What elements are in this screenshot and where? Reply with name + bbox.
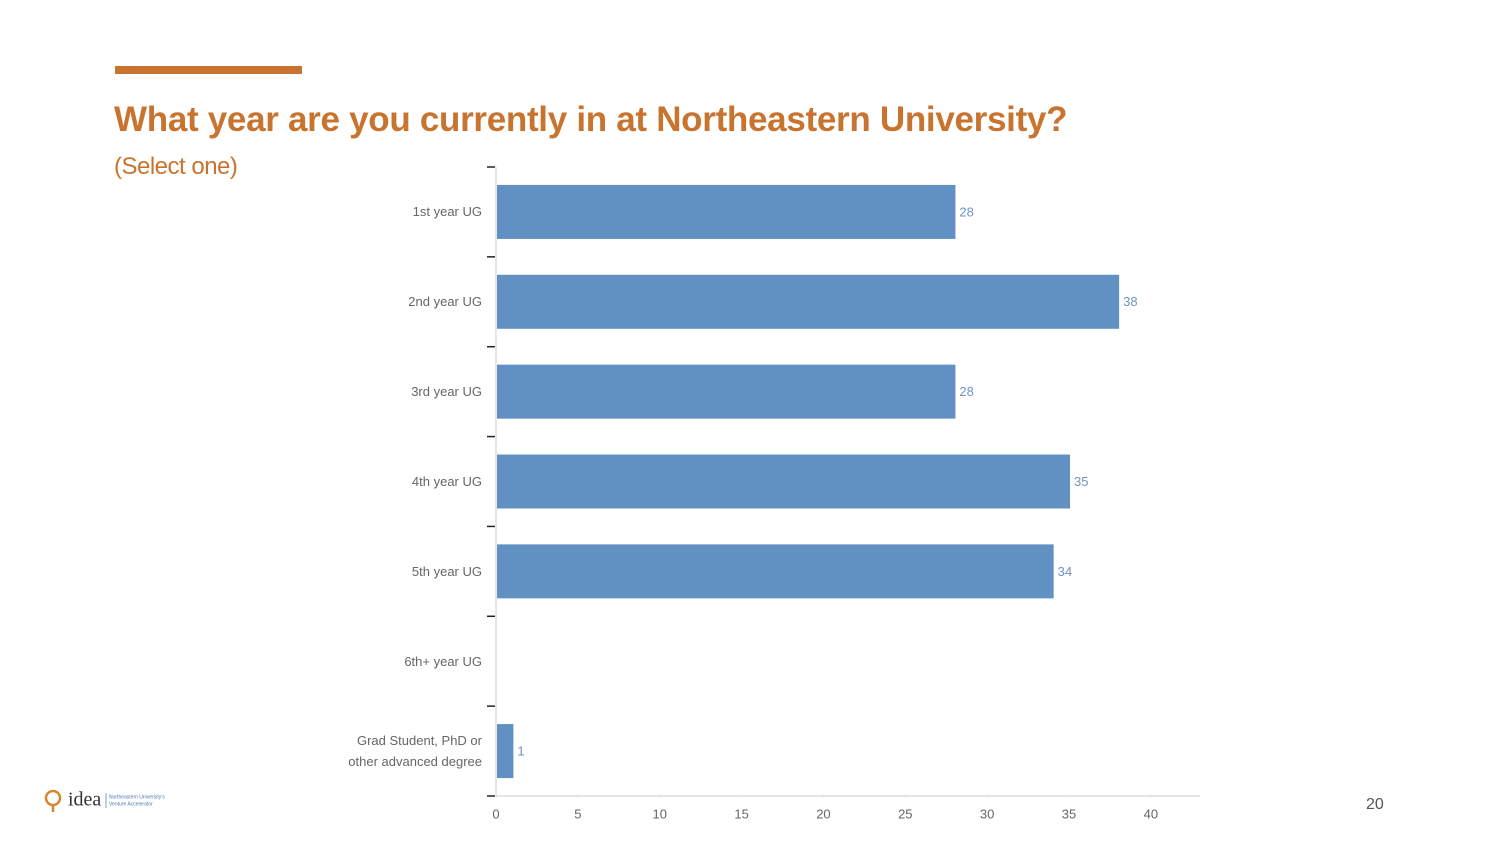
x-tick-label: 20 <box>816 806 830 821</box>
value-label: 28 <box>959 204 973 219</box>
logo-tagline: Venture Accelerator <box>109 801 153 807</box>
y-tick-label: 6th+ year UG <box>404 653 482 669</box>
accent-bar <box>115 66 302 74</box>
logo-icon <box>44 789 62 807</box>
y-tick-label: 1st year UG <box>412 204 482 220</box>
x-tick-label: 25 <box>898 806 912 821</box>
x-tick-label: 5 <box>574 806 581 821</box>
bar <box>497 364 956 419</box>
y-tick-label: 5th year UG <box>411 563 482 579</box>
y-tick-label: 3rd year UG <box>411 384 482 400</box>
bar <box>497 184 956 239</box>
value-label: 35 <box>1074 474 1088 489</box>
page-number: 20 <box>1366 796 1384 813</box>
value-label: 34 <box>1058 564 1072 579</box>
y-tick-label: Grad Student, PhD or other advanced degr… <box>348 733 482 770</box>
logo-tagline: Northeastern University's <box>109 794 165 800</box>
bar <box>497 544 1054 599</box>
slide-subtitle: (Select one) <box>114 153 238 180</box>
x-tick-label: 0 <box>492 806 499 821</box>
value-label: 38 <box>1123 294 1137 309</box>
x-tick-label: 40 <box>1144 806 1158 821</box>
value-label: 28 <box>959 384 973 399</box>
value-label: 1 <box>517 744 524 759</box>
x-tick-label: 10 <box>652 806 666 821</box>
bar <box>497 454 1071 509</box>
x-tick-label: 35 <box>1062 806 1076 821</box>
bar <box>497 274 1120 329</box>
y-tick-label: 2nd year UG <box>408 294 482 310</box>
logo-name: idea <box>68 789 101 811</box>
bar <box>497 724 514 779</box>
slide-title: What year are you currently in at Northe… <box>114 100 1068 139</box>
y-tick-label: 4th year UG <box>411 474 482 489</box>
x-tick-label: 30 <box>980 806 994 821</box>
logo: idea Northeastern University's Venture A… <box>44 789 165 812</box>
x-tick-label: 15 <box>734 806 748 821</box>
